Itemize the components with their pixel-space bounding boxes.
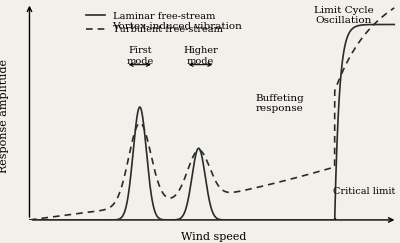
Text: Vortex-induced vibration: Vortex-induced vibration [112, 22, 242, 31]
Text: First
mode: First mode [126, 46, 154, 66]
Text: Limit Cycle
Oscillation: Limit Cycle Oscillation [314, 6, 374, 26]
Text: Wind speed: Wind speed [181, 232, 246, 242]
Text: Higher
mode: Higher mode [183, 46, 218, 66]
Text: Response amplitude: Response amplitude [0, 59, 9, 173]
Text: Critical limit: Critical limit [333, 187, 395, 196]
Legend: Laminar free-stream, Turbulent free-stream: Laminar free-stream, Turbulent free-stre… [82, 8, 227, 38]
Text: Buffeting
response: Buffeting response [255, 94, 304, 113]
